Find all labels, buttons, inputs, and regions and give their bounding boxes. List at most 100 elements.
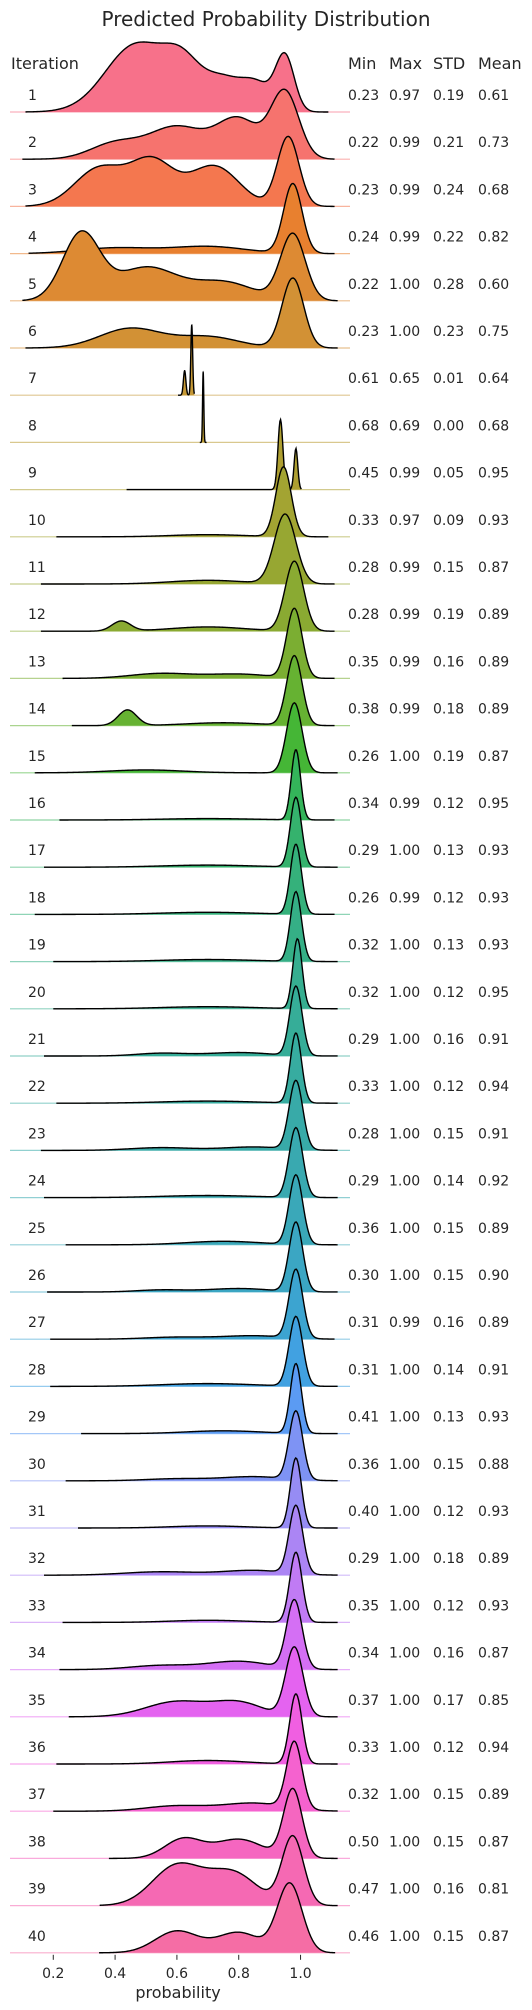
stat-std-value: 0.13 bbox=[433, 938, 464, 954]
row-header-label: Iteration bbox=[11, 54, 79, 73]
stat-std-value: 0.12 bbox=[433, 890, 464, 906]
stat-std-value: 0.15 bbox=[433, 1929, 464, 1945]
ridge-row: 14 0.38 0.99 0.18 0.89 bbox=[10, 654, 509, 727]
ridge-density-outline bbox=[53, 1740, 338, 1812]
ridge-row: 7 0.61 0.65 0.01 0.64 bbox=[10, 324, 509, 396]
iteration-label: 8 bbox=[28, 418, 37, 434]
stat-mean-value: 0.93 bbox=[478, 1410, 509, 1426]
ridge-density-outline bbox=[22, 230, 338, 302]
ridge-density-outline bbox=[178, 324, 196, 396]
ridge-density-fill bbox=[34, 702, 338, 773]
stat-max-value: 0.69 bbox=[389, 418, 420, 434]
stat-min-value: 0.29 bbox=[348, 1174, 379, 1190]
ridge-row: 21 0.29 1.00 0.16 0.91 bbox=[10, 985, 509, 1057]
stat-mean-value: 0.89 bbox=[478, 1315, 509, 1331]
ridge-density-fill bbox=[50, 1269, 335, 1340]
stat-std-value: 0.15 bbox=[433, 560, 464, 576]
stat-mean-value: 0.87 bbox=[478, 749, 509, 765]
ridge-density-outline bbox=[22, 88, 335, 160]
iteration-label: 16 bbox=[28, 796, 46, 812]
ridge-density-fill bbox=[199, 372, 207, 443]
stat-min-value: 0.45 bbox=[348, 466, 379, 482]
ridge-density-fill bbox=[44, 1127, 338, 1198]
stat-min-value: 0.22 bbox=[348, 135, 379, 151]
stat-min-value: 0.35 bbox=[348, 654, 379, 670]
stat-min-value: 0.33 bbox=[348, 1079, 379, 1095]
ridge-density-outline bbox=[59, 749, 335, 821]
stat-max-value: 0.97 bbox=[389, 513, 420, 529]
stat-std-value: 0.05 bbox=[433, 466, 464, 482]
iteration-label: 39 bbox=[28, 1882, 46, 1898]
stat-std-value: 0.18 bbox=[433, 702, 464, 718]
stat-max-value: 1.00 bbox=[389, 1504, 420, 1520]
stat-std-value: 0.15 bbox=[433, 1457, 464, 1473]
ridge-density-outline bbox=[81, 1362, 338, 1435]
iteration-label: 1 bbox=[28, 88, 37, 104]
stat-min-value: 0.26 bbox=[348, 890, 379, 906]
stat-min-value: 0.33 bbox=[348, 513, 379, 529]
ridge-row: 16 0.34 0.99 0.12 0.95 bbox=[10, 749, 509, 821]
stat-max-value: 1.00 bbox=[389, 843, 420, 859]
stat-std-value: 0.12 bbox=[433, 1740, 464, 1756]
stat-min-value: 0.23 bbox=[348, 88, 379, 104]
stat-std-value: 0.17 bbox=[433, 1693, 464, 1709]
ridge-row: 24 0.29 1.00 0.14 0.92 bbox=[10, 1126, 509, 1199]
stat-mean-value: 0.87 bbox=[478, 1929, 509, 1945]
ridge-row: 2 0.22 0.99 0.21 0.73 bbox=[10, 88, 509, 160]
ridge-row: 8 0.68 0.69 0.00 0.68 bbox=[10, 370, 509, 444]
ridge-density-fill bbox=[59, 1599, 338, 1670]
ridge-row: 40 0.46 1.00 0.15 0.87 bbox=[10, 1882, 509, 1954]
ridge-row: 1 0.23 0.97 0.19 0.61 bbox=[10, 41, 509, 113]
ridge-row: 39 0.47 1.00 0.16 0.81 bbox=[10, 1834, 509, 1907]
ridge-density-fill bbox=[28, 183, 335, 254]
stat-mean-value: 0.89 bbox=[478, 702, 509, 718]
stat-mean-value: 0.75 bbox=[478, 324, 509, 340]
stat-min-value: 0.28 bbox=[348, 1126, 379, 1142]
stat-mean-value: 0.61 bbox=[478, 88, 509, 104]
stat-std-value: 0.12 bbox=[433, 1504, 464, 1520]
stat-header-std: STD bbox=[433, 54, 465, 73]
stat-mean-value: 0.73 bbox=[478, 135, 509, 151]
iteration-label: 19 bbox=[28, 938, 46, 954]
stat-min-value: 0.31 bbox=[348, 1315, 379, 1331]
ridge-row: 33 0.35 1.00 0.12 0.93 bbox=[10, 1551, 509, 1624]
stat-std-value: 0.14 bbox=[433, 1174, 464, 1190]
ridge-row: 31 0.40 1.00 0.12 0.93 bbox=[10, 1457, 509, 1529]
ridge-density-fill bbox=[25, 278, 338, 348]
stat-std-value: 0.12 bbox=[433, 1598, 464, 1614]
ridge-density-outline bbox=[40, 1079, 338, 1152]
ridge-density-fill bbox=[25, 42, 329, 112]
stat-std-value: 0.12 bbox=[433, 796, 464, 812]
stat-std-value: 0.19 bbox=[433, 607, 464, 623]
iteration-label: 29 bbox=[28, 1410, 46, 1426]
iteration-label: 7 bbox=[28, 371, 37, 387]
ridge-density-outline bbox=[59, 1598, 338, 1671]
iteration-label: 35 bbox=[28, 1693, 46, 1709]
x-tick-label: 1.0 bbox=[289, 1966, 311, 1982]
stat-mean-value: 0.93 bbox=[478, 1598, 509, 1614]
ridge-density-outline bbox=[56, 465, 329, 538]
stat-max-value: 1.00 bbox=[389, 1834, 420, 1850]
stat-min-value: 0.47 bbox=[348, 1882, 379, 1898]
stat-min-value: 0.61 bbox=[348, 371, 379, 387]
x-tick-label: 0.4 bbox=[104, 1966, 126, 1982]
iteration-label: 22 bbox=[28, 1079, 46, 1095]
ridge-row: 37 0.32 1.00 0.15 0.89 bbox=[10, 1740, 509, 1812]
stat-max-value: 1.00 bbox=[389, 277, 420, 293]
stat-mean-value: 0.93 bbox=[478, 843, 509, 859]
stat-mean-value: 0.87 bbox=[478, 1834, 509, 1850]
iteration-label: 25 bbox=[28, 1221, 46, 1237]
stat-min-value: 0.22 bbox=[348, 277, 379, 293]
stat-min-value: 0.23 bbox=[348, 324, 379, 340]
stat-max-value: 0.99 bbox=[389, 890, 420, 906]
stat-max-value: 1.00 bbox=[389, 938, 420, 954]
stat-max-value: 1.00 bbox=[389, 1598, 420, 1614]
iteration-label: 31 bbox=[28, 1504, 46, 1520]
ridge-density-outline bbox=[56, 1693, 338, 1765]
x-tick-label: 0.2 bbox=[42, 1966, 64, 1982]
ridge-density-outline bbox=[62, 1551, 338, 1624]
ridge-density-outline bbox=[77, 1457, 338, 1529]
stat-std-value: 0.16 bbox=[433, 1315, 464, 1331]
iteration-label: 28 bbox=[28, 1362, 46, 1378]
stat-min-value: 0.36 bbox=[348, 1221, 379, 1237]
